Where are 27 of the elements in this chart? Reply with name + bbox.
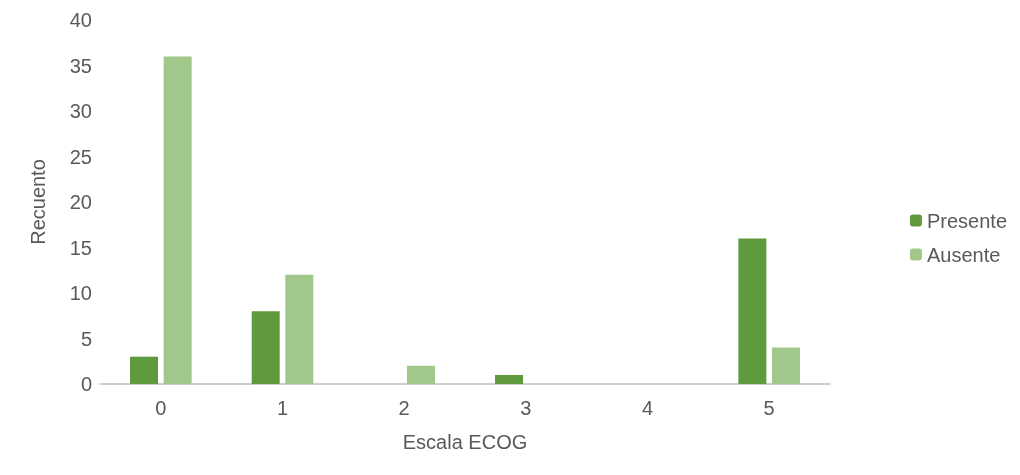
legend-label: Ausente [926,243,1001,266]
legend-label: Presente [926,209,1008,232]
x-tick-label: 3 [520,397,532,419]
x-axis-title: Escala ECOG [402,431,528,453]
y-tick-label: 5 [80,327,92,350]
x-tick-label: 2 [398,397,410,419]
x-tick-label: 1 [276,397,289,419]
bar [251,311,280,384]
bar [495,374,524,384]
bar [163,56,192,384]
y-tick-label: 40 [69,9,92,31]
bar [406,365,435,384]
bar [738,238,767,384]
y-axis-title: Recuento [27,159,49,245]
x-tick-label: 4 [641,397,654,419]
x-tick-label: 5 [763,397,775,419]
y-tick-label: 35 [69,54,92,77]
y-tick-label: 0 [80,373,92,395]
y-tick-label: 10 [69,282,92,304]
y-tick-label: 15 [69,236,92,259]
y-tick-label: 20 [69,191,92,213]
y-tick-label: 25 [69,145,92,168]
bar [130,356,159,384]
bar [285,274,314,384]
y-tick-label: 30 [69,100,92,122]
x-tick-label: 0 [155,397,167,419]
bar [771,347,800,384]
